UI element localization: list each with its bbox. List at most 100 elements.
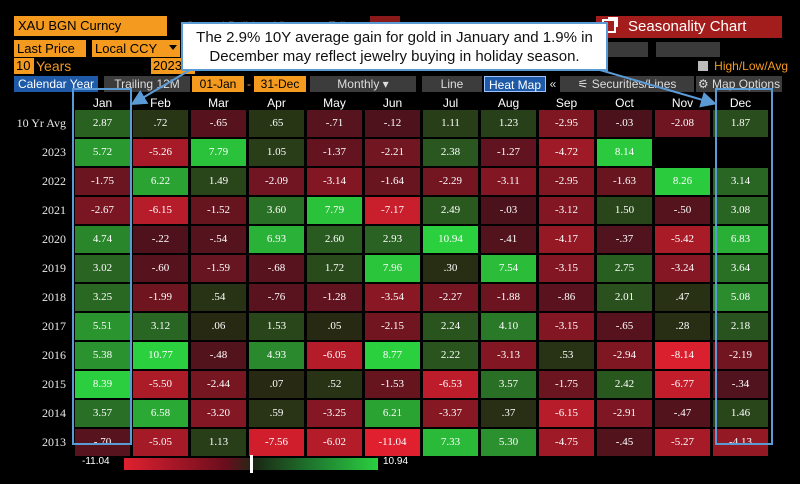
heatmap-cell[interactable]: 5.38 bbox=[75, 342, 130, 369]
heatmap-cell[interactable]: -5.42 bbox=[655, 226, 710, 253]
heatmap-cell[interactable]: 2.42 bbox=[597, 371, 652, 398]
heatmap-cell[interactable]: 1.46 bbox=[713, 400, 768, 427]
heatmap-cell[interactable] bbox=[713, 139, 768, 166]
heatmap-cell[interactable]: -5.26 bbox=[133, 139, 188, 166]
heatmap-cell[interactable]: 1.11 bbox=[423, 110, 478, 137]
heatmap-cell[interactable]: -.71 bbox=[307, 110, 362, 137]
price-field-select[interactable]: Last Price bbox=[14, 40, 86, 57]
heatmap-cell[interactable]: -3.25 bbox=[307, 400, 362, 427]
heatmap-cell[interactable]: -.22 bbox=[133, 226, 188, 253]
heatmap-cell[interactable]: -.60 bbox=[133, 255, 188, 282]
heatmap-cell[interactable]: 5.72 bbox=[75, 139, 130, 166]
heatmap-cell[interactable]: .30 bbox=[423, 255, 478, 282]
heatmap-cell[interactable]: -6.77 bbox=[655, 371, 710, 398]
heatmap-cell[interactable]: -1.53 bbox=[365, 371, 420, 398]
heatmap-cell[interactable]: 1.87 bbox=[713, 110, 768, 137]
heatmap-cell[interactable]: -.34 bbox=[713, 371, 768, 398]
heatmap-cell[interactable]: -.37 bbox=[597, 226, 652, 253]
heatmap-cell[interactable]: 1.23 bbox=[481, 110, 536, 137]
heatmap-cell[interactable]: 1.13 bbox=[191, 429, 246, 456]
heatmap-cell[interactable] bbox=[655, 139, 710, 166]
heatmap-cell[interactable]: -7.17 bbox=[365, 197, 420, 224]
heatmap-cell[interactable]: .06 bbox=[191, 313, 246, 340]
heatmap-cell[interactable]: -3.13 bbox=[481, 342, 536, 369]
heatmap-cell[interactable]: -4.72 bbox=[539, 139, 594, 166]
heatmap-cell[interactable]: -3.15 bbox=[539, 255, 594, 282]
heatmap-cell[interactable]: 7.79 bbox=[307, 197, 362, 224]
heatmap-cell[interactable]: -3.11 bbox=[481, 168, 536, 195]
heatmap-cell[interactable]: -.70 bbox=[75, 429, 130, 456]
heatmap-cell[interactable]: -.48 bbox=[191, 342, 246, 369]
heatmap-cell[interactable]: 5.30 bbox=[481, 429, 536, 456]
heatmap-cell[interactable]: .65 bbox=[249, 110, 304, 137]
heatmap-cell[interactable]: -1.27 bbox=[481, 139, 536, 166]
heatmap-cell[interactable]: -3.20 bbox=[191, 400, 246, 427]
heatmap-cell[interactable]: 8.39 bbox=[75, 371, 130, 398]
heatmap-cell[interactable]: -.86 bbox=[539, 284, 594, 311]
heatmap-cell[interactable]: -1.59 bbox=[191, 255, 246, 282]
heatmap-cell[interactable]: 1.05 bbox=[249, 139, 304, 166]
heatmap-cell[interactable]: -.65 bbox=[597, 313, 652, 340]
heatmap-cell[interactable]: -2.95 bbox=[539, 168, 594, 195]
heatmap-cell[interactable]: -.76 bbox=[249, 284, 304, 311]
heatmap-cell[interactable]: -2.15 bbox=[365, 313, 420, 340]
heatmap-cell[interactable]: 2.93 bbox=[365, 226, 420, 253]
heatmap-cell[interactable]: -1.75 bbox=[539, 371, 594, 398]
heatmap-cell[interactable]: 6.21 bbox=[365, 400, 420, 427]
heatmap-cell[interactable]: 2.24 bbox=[423, 313, 478, 340]
heatmap-cell[interactable]: -.65 bbox=[191, 110, 246, 137]
heat-map-view-button[interactable]: Heat Map bbox=[484, 76, 546, 92]
heatmap-cell[interactable]: -5.27 bbox=[655, 429, 710, 456]
heatmap-cell[interactable]: 7.54 bbox=[481, 255, 536, 282]
heatmap-cell[interactable]: -.03 bbox=[481, 197, 536, 224]
heatmap-cell[interactable]: -1.88 bbox=[481, 284, 536, 311]
heatmap-cell[interactable]: -2.27 bbox=[423, 284, 478, 311]
heatmap-cell[interactable]: -1.52 bbox=[191, 197, 246, 224]
heatmap-cell[interactable]: -1.28 bbox=[307, 284, 362, 311]
heatmap-cell[interactable]: -6.15 bbox=[133, 197, 188, 224]
heatmap-cell[interactable]: 3.60 bbox=[249, 197, 304, 224]
heatmap-cell[interactable]: .37 bbox=[481, 400, 536, 427]
heatmap-cell[interactable]: -2.94 bbox=[597, 342, 652, 369]
heatmap-cell[interactable]: 3.64 bbox=[713, 255, 768, 282]
years-count-input[interactable]: 10 bbox=[14, 58, 34, 74]
heatmap-cell[interactable]: 2.87 bbox=[75, 110, 130, 137]
heatmap-cell[interactable]: 3.02 bbox=[75, 255, 130, 282]
heatmap-cell[interactable]: -.68 bbox=[249, 255, 304, 282]
heatmap-cell[interactable]: -2.91 bbox=[597, 400, 652, 427]
heatmap-cell[interactable]: 1.49 bbox=[191, 168, 246, 195]
heatmap-cell[interactable]: -3.15 bbox=[539, 313, 594, 340]
heatmap-cell[interactable]: -5.05 bbox=[133, 429, 188, 456]
heatmap-cell[interactable]: -4.17 bbox=[539, 226, 594, 253]
heatmap-cell[interactable]: -6.15 bbox=[539, 400, 594, 427]
heatmap-cell[interactable]: 4.74 bbox=[75, 226, 130, 253]
toolbar-field-placeholder[interactable] bbox=[656, 42, 720, 57]
heatmap-cell[interactable]: -.12 bbox=[365, 110, 420, 137]
heatmap-cell[interactable]: 3.08 bbox=[713, 197, 768, 224]
heatmap-cell[interactable]: -8.14 bbox=[655, 342, 710, 369]
heatmap-cell[interactable]: 5.51 bbox=[75, 313, 130, 340]
heatmap-cell[interactable]: .54 bbox=[191, 284, 246, 311]
heatmap-cell[interactable]: -6.02 bbox=[307, 429, 362, 456]
heatmap-cell[interactable]: -2.19 bbox=[713, 342, 768, 369]
heatmap-cell[interactable]: 2.75 bbox=[597, 255, 652, 282]
heatmap-cell[interactable]: -1.37 bbox=[307, 139, 362, 166]
heatmap-cell[interactable]: -.47 bbox=[655, 400, 710, 427]
heatmap-cell[interactable]: 8.77 bbox=[365, 342, 420, 369]
heatmap-cell[interactable]: -.03 bbox=[597, 110, 652, 137]
heatmap-cell[interactable]: -.54 bbox=[191, 226, 246, 253]
heatmap-cell[interactable]: 1.72 bbox=[307, 255, 362, 282]
heatmap-cell[interactable]: -3.12 bbox=[539, 197, 594, 224]
heatmap-cell[interactable]: -2.95 bbox=[539, 110, 594, 137]
heatmap-cell[interactable]: -3.24 bbox=[655, 255, 710, 282]
heatmap-cell[interactable]: 6.58 bbox=[133, 400, 188, 427]
heatmap-cell[interactable]: 3.57 bbox=[481, 371, 536, 398]
heatmap-cell[interactable]: -5.50 bbox=[133, 371, 188, 398]
heatmap-cell[interactable]: 6.83 bbox=[713, 226, 768, 253]
heatmap-cell[interactable]: .52 bbox=[307, 371, 362, 398]
heatmap-cell[interactable]: 10.77 bbox=[133, 342, 188, 369]
heatmap-cell[interactable]: -1.63 bbox=[597, 168, 652, 195]
heatmap-cell[interactable]: 8.26 bbox=[655, 168, 710, 195]
heatmap-cell[interactable]: 3.57 bbox=[75, 400, 130, 427]
date-from-input[interactable]: 01-Jan bbox=[192, 76, 244, 92]
